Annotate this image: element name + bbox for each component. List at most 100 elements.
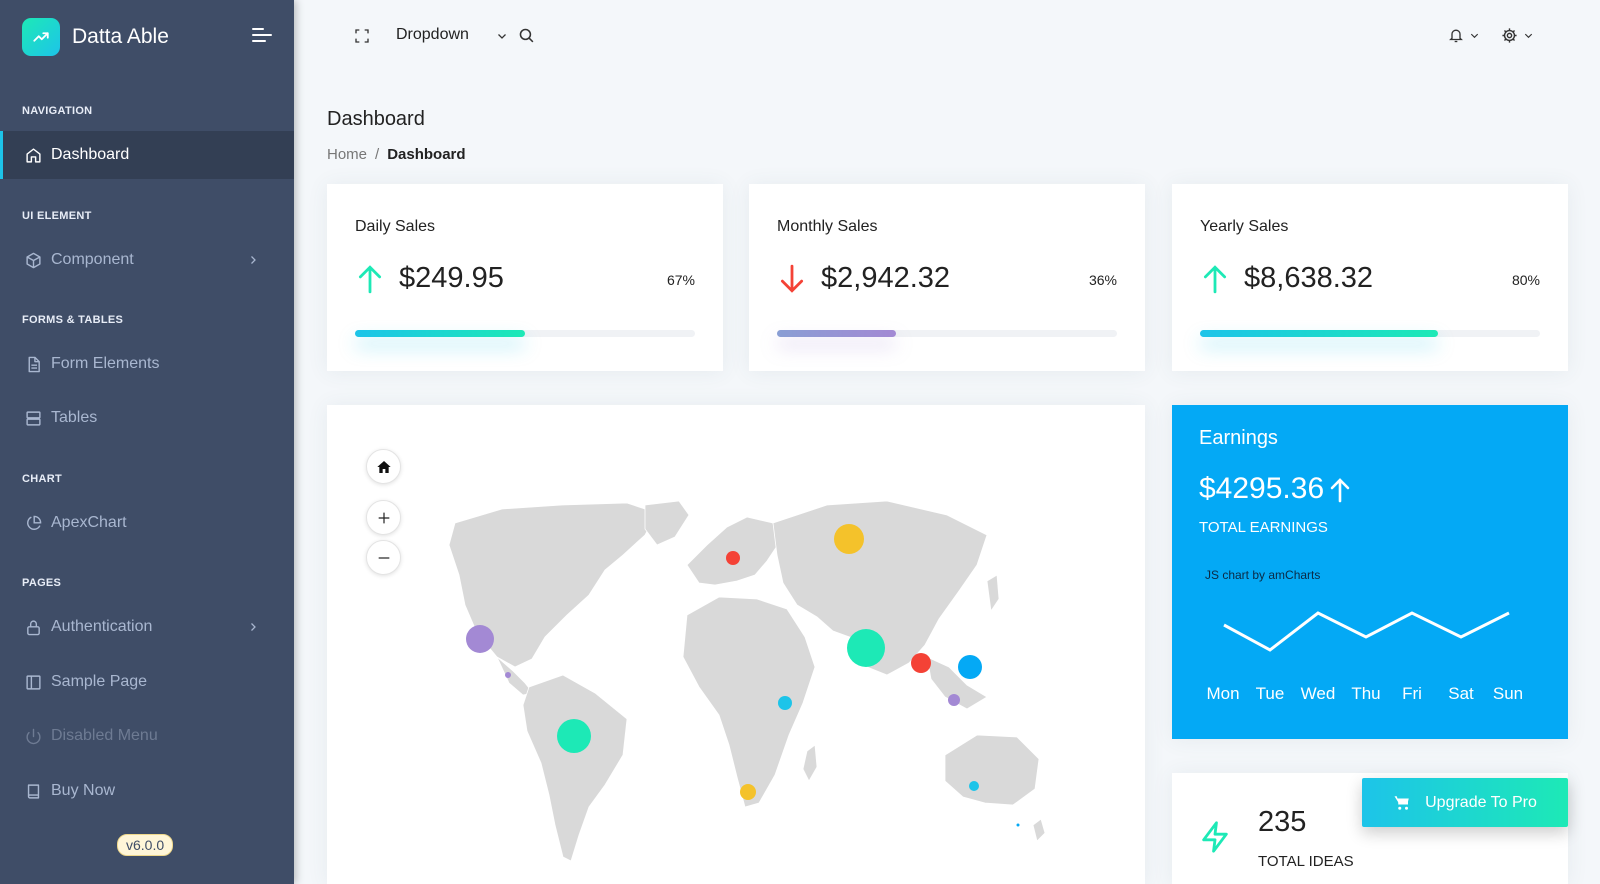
page-title: Dashboard — [327, 108, 425, 130]
plus-icon — [378, 512, 389, 523]
sidebar-item-label: Buy Now — [51, 782, 116, 799]
lock-icon — [27, 619, 40, 635]
progress-track — [1200, 330, 1540, 337]
chevron-right-icon — [251, 623, 256, 631]
earnings-label: TOTAL EARNINGS — [1199, 519, 1328, 536]
brand[interactable]: Datta Able — [0, 0, 294, 74]
sidebar-item-label: Disabled Menu — [51, 727, 158, 744]
file-text-icon — [28, 356, 40, 372]
stat-title: Yearly Sales — [1200, 218, 1289, 235]
sidebar-item-component[interactable]: Component — [0, 236, 294, 284]
arrow-down-icon — [780, 264, 804, 293]
upgrade-label: Upgrade To Pro — [1425, 793, 1537, 811]
home-icon — [26, 147, 41, 163]
bell-icon[interactable] — [1448, 27, 1464, 44]
nav-caption-pages: PAGES — [22, 577, 62, 589]
progress-track — [355, 330, 695, 337]
sidebar-item-label: Tables — [51, 409, 98, 426]
ideas-label: TOTAL IDEAS — [1258, 853, 1354, 870]
sidebar-item-authentication[interactable]: Authentication — [0, 603, 294, 651]
world-map-card — [327, 405, 1145, 884]
map-zoom-in-button[interactable] — [366, 500, 401, 535]
map-home-button[interactable] — [366, 449, 401, 484]
map-bubble — [834, 524, 864, 554]
map-bubble — [948, 694, 960, 706]
day-label: Sun — [1493, 684, 1523, 703]
map-bubble — [847, 629, 885, 667]
stat-value: $2,942.32 — [821, 262, 951, 294]
stat-title: Daily Sales — [355, 218, 436, 235]
sidebar-item-label: Form Elements — [51, 355, 160, 372]
progress-bar — [1200, 330, 1438, 337]
earnings-line — [1223, 611, 1510, 652]
server-icon — [26, 410, 41, 426]
trending-up-icon — [22, 18, 60, 56]
gear-icon[interactable] — [1501, 27, 1518, 44]
book-icon — [27, 783, 40, 799]
nav-caption-ui-element: UI ELEMENT — [22, 210, 92, 222]
yearly-sales-card: Yearly Sales $8,638.32 80% — [1172, 184, 1568, 371]
sidebar-item-form-elements[interactable]: Form Elements — [0, 340, 294, 388]
southeast-asia — [926, 656, 988, 710]
world-map[interactable] — [327, 405, 1145, 884]
madagascar — [802, 744, 818, 782]
arrow-up-icon — [358, 265, 382, 294]
sidebar-item-buy-now[interactable]: Buy Now — [0, 767, 294, 815]
stat-title: Monthly Sales — [777, 218, 878, 235]
sidebar-item-apexchart[interactable]: ApexChart — [0, 499, 294, 547]
progress-track — [777, 330, 1117, 337]
topbar: Dropdown — [294, 0, 1600, 72]
stat-percent: 67% — [666, 272, 695, 288]
breadcrumb-separator: / — [375, 146, 380, 163]
ideas-value: 235 — [1258, 806, 1307, 838]
map-bubble — [958, 655, 982, 679]
chevron-down-icon[interactable] — [1523, 30, 1534, 41]
north-america — [448, 502, 658, 668]
sidebar-item-label: Component — [51, 251, 134, 268]
day-label: Fri — [1402, 684, 1422, 703]
breadcrumb: Home / Dashboard — [327, 146, 466, 163]
sidebar-item-dashboard[interactable]: Dashboard — [0, 131, 294, 179]
box-icon — [26, 252, 41, 268]
stat-percent: 80% — [1511, 272, 1540, 288]
new-zealand — [1032, 818, 1046, 842]
map-bubble — [1016, 823, 1020, 827]
map-bubble — [911, 653, 931, 673]
fullscreen-icon[interactable] — [354, 28, 370, 44]
brand-name: Datta Able — [72, 25, 169, 48]
breadcrumb-home[interactable]: Home — [327, 146, 368, 163]
map-bubble — [557, 719, 591, 753]
upgrade-button[interactable]: Upgrade To Pro — [1362, 778, 1568, 827]
version-badge: v6.0.0 — [117, 834, 174, 856]
stat-percent: 36% — [1088, 272, 1117, 288]
stat-value: $8,638.32 — [1244, 262, 1374, 294]
daily-sales-card: Daily Sales $249.95 67% — [327, 184, 723, 371]
chart-credit[interactable]: JS chart by amCharts — [1205, 568, 1321, 582]
sidebar-item-label: Dashboard — [51, 146, 130, 163]
chevron-down-icon[interactable] — [1469, 30, 1480, 41]
progress-bar — [355, 330, 525, 337]
sidebar-item-sample-page[interactable]: Sample Page — [0, 658, 294, 706]
cart-icon — [1394, 795, 1409, 810]
monthly-sales-card: Monthly Sales $2,942.32 36% — [749, 184, 1145, 371]
chevron-down-icon[interactable] — [496, 30, 508, 42]
sidebar-icon — [26, 674, 41, 690]
search-icon[interactable] — [518, 27, 535, 44]
map-zoom-out-button[interactable] — [366, 540, 401, 575]
arrow-up-icon — [1330, 478, 1350, 503]
dropdown-menu[interactable]: Dropdown — [396, 26, 469, 43]
chevron-right-icon — [251, 256, 256, 264]
earnings-card: Earnings $4295.36 TOTAL EARNINGS JS char… — [1172, 405, 1568, 739]
day-label: Thu — [1351, 684, 1380, 703]
nav-caption-chart: CHART — [22, 473, 62, 485]
greenland — [644, 500, 690, 546]
earnings-title: Earnings — [1199, 427, 1278, 449]
africa — [682, 596, 816, 808]
sidebar-item-tables[interactable]: Tables — [0, 394, 294, 442]
sidebar-item-disabled-menu: Disabled Menu — [0, 712, 294, 760]
sidebar: Datta Able NAVIGATION Dashboard UI ELEME… — [0, 0, 294, 884]
day-label: Sat — [1448, 684, 1474, 703]
menu-toggle-icon[interactable] — [252, 28, 272, 46]
map-bubble — [740, 784, 756, 800]
japan — [986, 574, 1000, 613]
